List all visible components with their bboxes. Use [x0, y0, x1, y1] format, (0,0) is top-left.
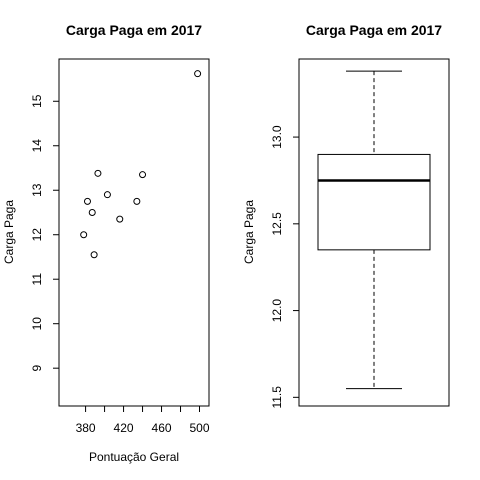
y-tick-label: 10 [30, 317, 44, 331]
boxplot-plot-frame [298, 58, 450, 407]
scatter-x-axis: 380 420 460 500 [76, 406, 210, 435]
scatter-points [80, 70, 202, 259]
y-tick-label: 11.5 [270, 386, 284, 409]
y-tick-label: 9 [30, 365, 44, 372]
y-tick-label: 12 [30, 228, 44, 242]
boxplot-shapes [317, 70, 431, 390]
boxplot-title: Carga Paga em 2017 [306, 22, 442, 38]
x-tick-label: 500 [189, 421, 209, 435]
y-tick-label: 15 [30, 94, 44, 108]
boxplot-y-label: Carga Paga [242, 200, 256, 264]
scatter-y-label: Carga Paga [2, 200, 16, 264]
scatter-point [194, 70, 202, 78]
box-iqr [317, 153, 431, 251]
scatter-y-axis: 9 10 11 12 13 14 15 [30, 94, 59, 372]
scatter-panel: Carga Paga em 2017 380 420 460 500 9 10 11 12 1… [2, 22, 210, 464]
scatter-point [80, 231, 88, 239]
scatter-point [133, 197, 141, 205]
x-tick-label: 460 [152, 421, 172, 435]
y-tick-label: 14 [30, 139, 44, 153]
scatter-point [88, 208, 96, 216]
scatter-point [116, 215, 124, 223]
scatter-point [83, 197, 91, 205]
x-tick-label: 420 [114, 421, 134, 435]
scatter-point [139, 171, 147, 179]
boxplot-panel: Carga Paga em 2017 11.5 12.0 12.5 13.0 Carg… [242, 22, 450, 409]
y-tick-label: 13.0 [270, 125, 284, 149]
scatter-point [103, 191, 111, 199]
scatter-x-label: Pontuação Geral [89, 450, 179, 464]
y-tick-label: 12.0 [270, 299, 284, 323]
scatter-plot-frame [58, 58, 210, 407]
boxplot-y-axis: 11.5 12.0 12.5 13.0 [270, 125, 299, 409]
y-tick-label: 12.5 [270, 212, 284, 236]
y-tick-label: 13 [30, 183, 44, 197]
x-tick-label: 380 [76, 421, 96, 435]
y-tick-label: 11 [30, 273, 44, 286]
scatter-point [94, 169, 102, 177]
scatter-title: Carga Paga em 2017 [66, 22, 202, 38]
scatter-point [90, 251, 98, 259]
